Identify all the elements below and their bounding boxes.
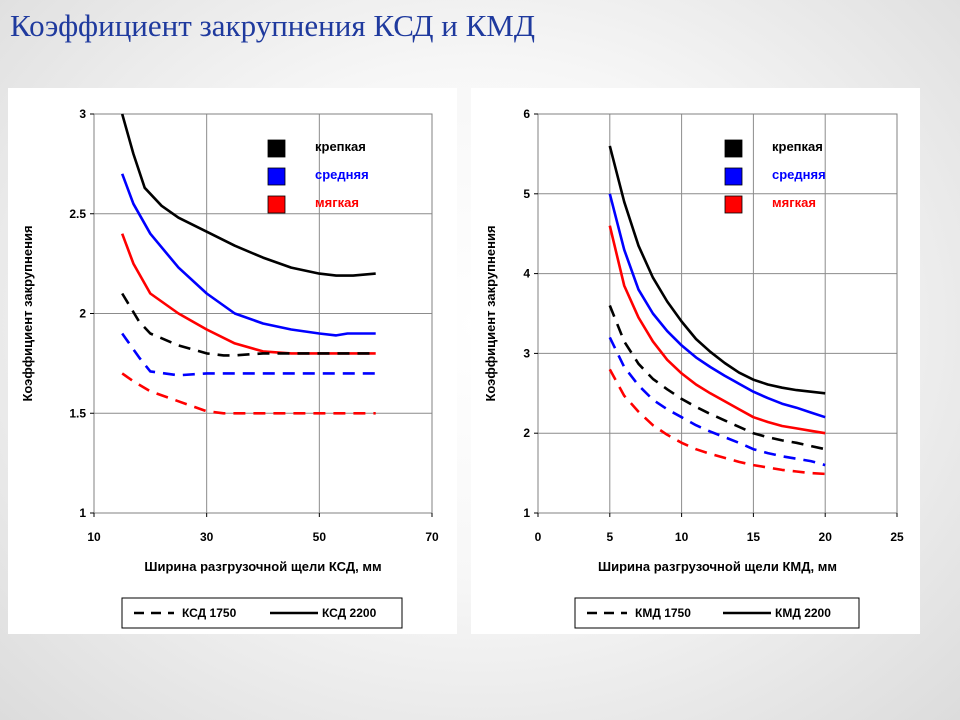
y-tick-label: 2 (523, 426, 530, 440)
legend-label: мягкая (772, 195, 816, 210)
legend-solid-label: КСД 2200 (322, 606, 377, 620)
y-axis-title: Коэффициент закрупнения (483, 225, 498, 401)
series-line-1 (608, 193, 826, 419)
legend-swatch (724, 195, 743, 214)
y-tick-label: 2 (79, 307, 86, 321)
legend-label: крепкая (315, 139, 366, 154)
y-tick-label: 1 (79, 506, 86, 520)
legend-swatch (724, 167, 743, 186)
legend-dashed-label: КМД 1750 (635, 606, 691, 620)
chart-ksd: 1 1.5 2 2.5 3 10 30 50 70 крепкая средняя мягкая Шир… (20, 107, 439, 629)
series-line-3 (608, 305, 826, 451)
x-tick-label: 10 (675, 530, 689, 544)
legend-solid-label: КМД 2200 (775, 606, 831, 620)
x-tick-label: 10 (87, 530, 101, 544)
series-line-1 (120, 173, 376, 337)
y-tick-label: 3 (523, 346, 530, 360)
y-tick-label: 3 (79, 107, 86, 121)
y-tick-label: 6 (523, 107, 530, 121)
legend-label: крепкая (772, 139, 823, 154)
series-line-4 (121, 332, 376, 377)
chart-kmd: 1 2 3 4 5 6 0 5 10 15 20 25 крепкая средняя мягкая Шири… (483, 107, 904, 629)
series-line-5 (121, 372, 376, 415)
legend-swatch (267, 139, 286, 158)
y-axis-title: Коэффициент закрупнения (20, 225, 35, 401)
series-line-0 (608, 145, 826, 395)
x-tick-label: 0 (535, 530, 542, 544)
plot-area (538, 114, 897, 513)
chart-panel-kmd: 1 2 3 4 5 6 0 5 10 15 20 25 крепкая средняя мягкая Шири… (471, 88, 920, 634)
x-tick-label: 70 (425, 530, 439, 544)
series-line-2 (608, 225, 826, 435)
slide-title: Коэффициент закрупнения КСД и КМД (10, 8, 535, 43)
plot-border (537, 113, 898, 514)
series-line-3 (121, 292, 376, 357)
x-tick-label: 5 (606, 530, 613, 544)
x-tick-label: 15 (747, 530, 761, 544)
legend-label: средняя (315, 167, 369, 182)
x-tick-label: 20 (819, 530, 833, 544)
legend-label: мягкая (315, 195, 359, 210)
legend-label: средняя (772, 167, 826, 182)
series-line-5 (608, 368, 826, 476)
chart-panel-ksd: 1 1.5 2 2.5 3 10 30 50 70 крепкая средняя мягкая Шир… (8, 88, 457, 634)
x-tick-label: 50 (313, 530, 327, 544)
x-tick-label: 25 (890, 530, 904, 544)
y-tick-label: 4 (523, 267, 530, 281)
y-tick-label: 2.5 (69, 207, 86, 221)
y-tick-label: 1.5 (69, 406, 86, 420)
series-line-4 (608, 336, 826, 467)
x-tick-label: 30 (200, 530, 214, 544)
legend-swatch (267, 195, 286, 214)
legend-swatch (724, 139, 743, 158)
y-tick-label: 5 (523, 187, 530, 201)
x-axis-title: Ширина разгрузочной щели КСД, мм (144, 559, 381, 574)
legend-swatch (267, 167, 286, 186)
x-axis-title: Ширина разгрузочной щели КМД, мм (598, 559, 837, 574)
series-line-0 (120, 113, 376, 277)
y-tick-label: 1 (523, 506, 530, 520)
legend-dashed-label: КСД 1750 (182, 606, 237, 620)
